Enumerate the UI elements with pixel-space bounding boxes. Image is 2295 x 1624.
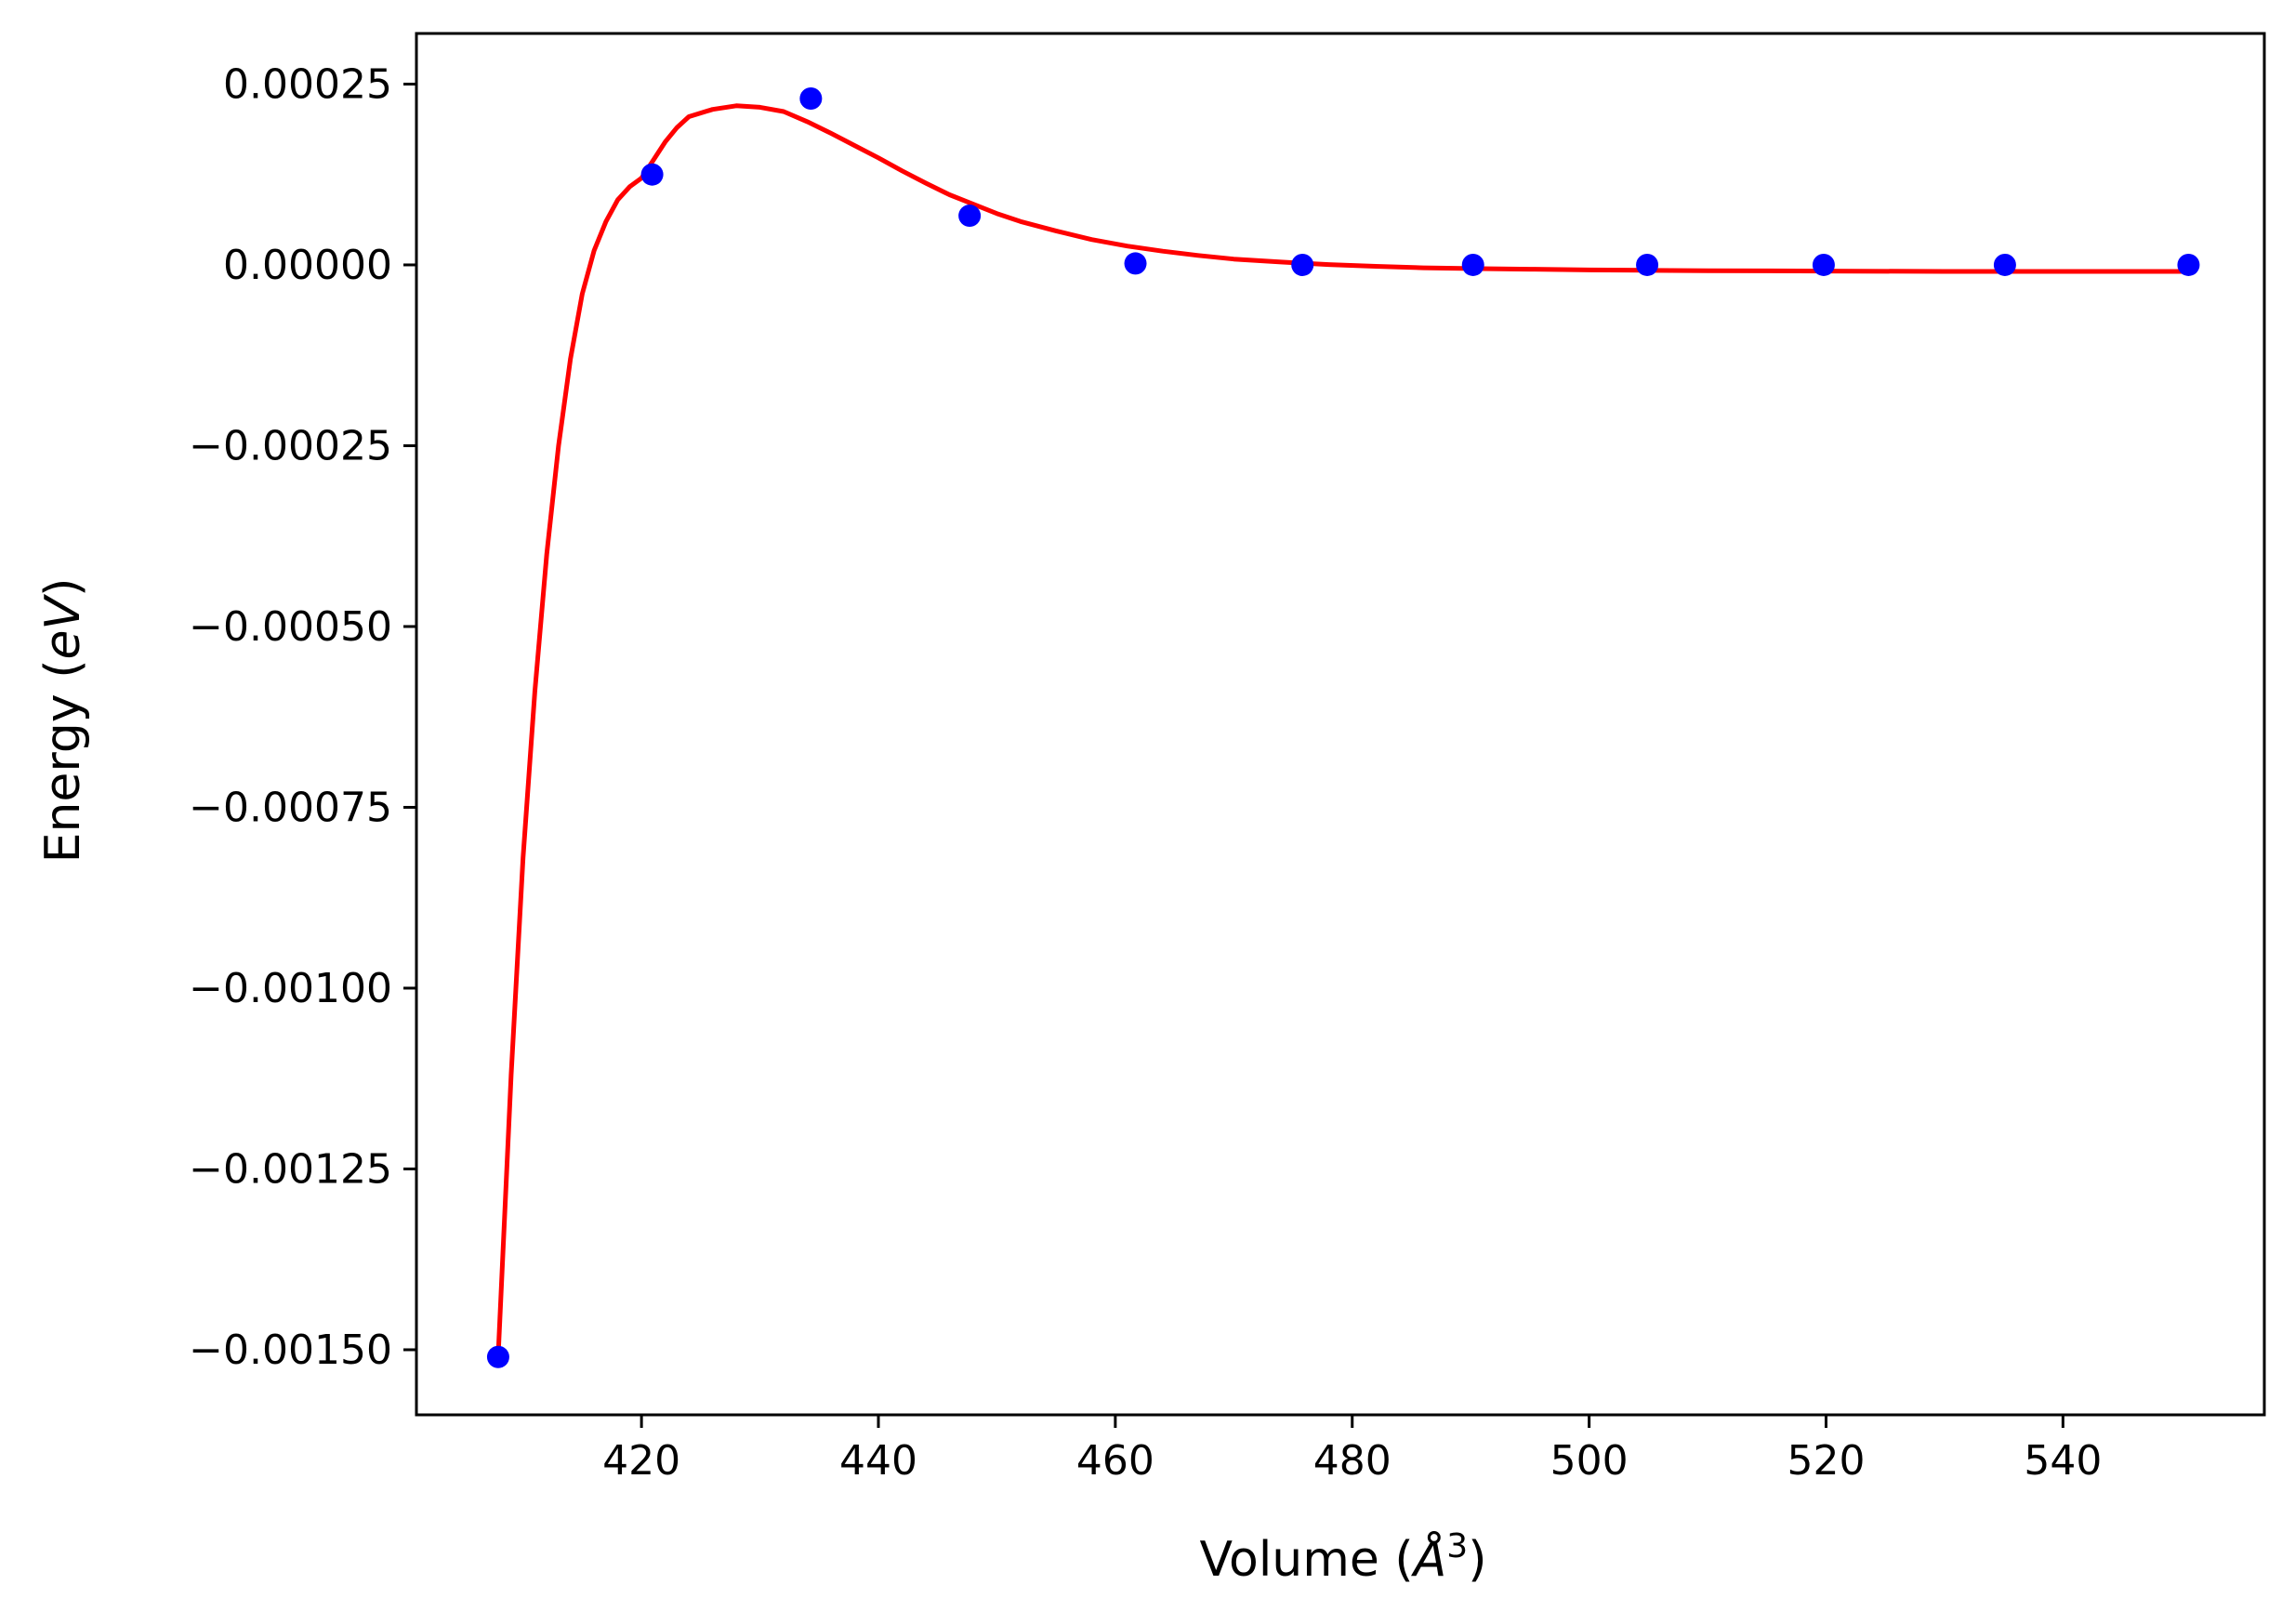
data-point: [1812, 253, 1835, 276]
data-point: [1461, 253, 1484, 276]
plot-frame: [415, 32, 2266, 1417]
x-tick-label: 540: [2024, 1437, 2102, 1485]
y-axis: 0.00025 0.00000 −0.00025 −0.00050 −0.00075 −0…: [189, 60, 416, 1374]
y-tick-label: −0.00100: [189, 965, 392, 1012]
data-point: [1993, 253, 2016, 276]
plot-area: [486, 87, 2200, 1368]
y-tick-label: −0.00050: [189, 603, 392, 651]
data-point: [799, 87, 823, 111]
data-point: [1291, 253, 1314, 276]
x-tick-label: 440: [839, 1437, 917, 1485]
y-tick-label: −0.00075: [189, 784, 392, 831]
y-axis-label: Energy (eV): [35, 578, 91, 864]
x-tick-label: 420: [602, 1437, 680, 1485]
data-point: [486, 1345, 509, 1368]
y-tick-label: 0.00025: [223, 60, 392, 108]
x-tick-label: 480: [1313, 1437, 1392, 1485]
x-axis-label-exponent: 3: [1446, 1527, 1468, 1565]
y-axis-label-suffix: ): [35, 578, 91, 597]
x-tick-label: 460: [1076, 1437, 1154, 1485]
data-point: [2177, 253, 2200, 276]
data-point: [958, 205, 982, 228]
data-point: [640, 163, 664, 186]
x-axis: 420 440 460 480 500 520 540: [602, 1415, 2102, 1485]
x-axis-label-symbol: Å: [1411, 1530, 1447, 1588]
y-axis-label-prefix: Energy (: [35, 660, 91, 864]
x-axis-label-suffix: ): [1468, 1532, 1486, 1588]
x-axis-label: Volume (Å3): [1200, 1527, 1487, 1588]
y-tick-label: −0.00025: [189, 422, 392, 469]
data-point: [1124, 252, 1147, 275]
y-tick-label: 0.00000: [223, 242, 392, 289]
x-tick-label: 500: [1550, 1437, 1629, 1485]
y-tick-label: −0.00150: [189, 1327, 392, 1374]
y-axis-label-unit: eV: [35, 594, 91, 660]
data-point: [1636, 253, 1659, 276]
y-tick-label: −0.00125: [189, 1145, 392, 1193]
x-tick-label: 520: [1787, 1437, 1865, 1485]
x-axis-label-prefix: Volume (: [1200, 1532, 1414, 1588]
